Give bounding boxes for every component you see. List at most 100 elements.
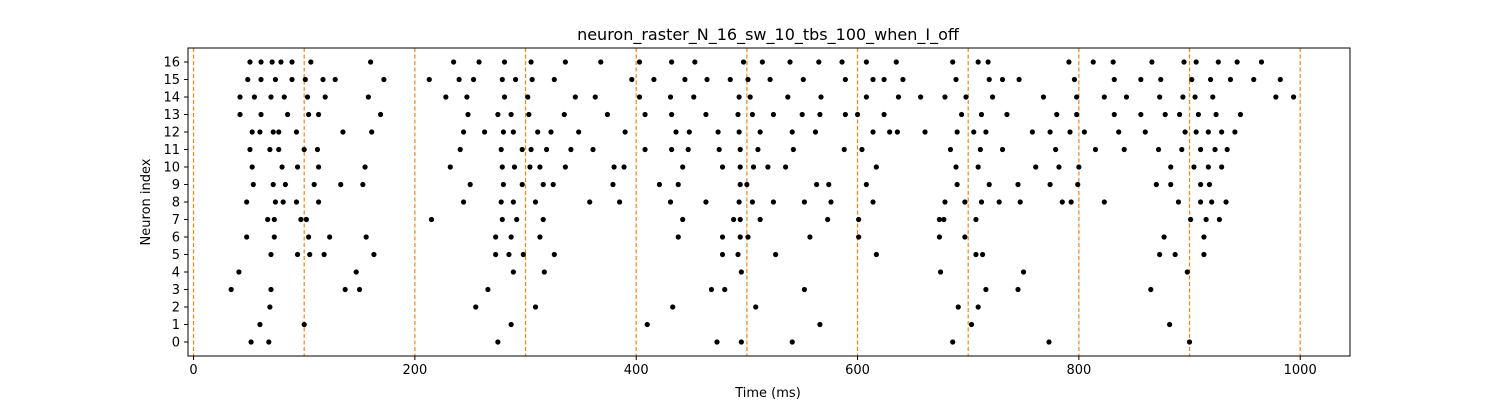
spike-n16-28 xyxy=(1110,59,1116,65)
spike-n15-37 xyxy=(1227,76,1234,83)
spike-n1-0 xyxy=(257,321,263,328)
spike-n7-13 xyxy=(856,216,862,223)
spike-n10-27 xyxy=(1205,164,1211,170)
spike-n11-14 xyxy=(685,146,691,153)
spike-n9-25 xyxy=(1168,181,1174,188)
spike-n8-10 xyxy=(617,199,623,205)
spike-n9-6 xyxy=(467,181,473,188)
spike-n8-12 xyxy=(703,199,709,205)
spike-n15-28 xyxy=(986,76,992,83)
spike-n10-20 xyxy=(953,164,959,170)
spike-n9-14 xyxy=(737,181,743,188)
spike-n16-27 xyxy=(1090,59,1096,65)
spike-n9-2 xyxy=(282,181,288,188)
spike-n8-22 xyxy=(996,199,1002,205)
spike-n11-22 xyxy=(977,146,983,153)
spike-n15-34 xyxy=(1158,76,1164,83)
spike-n15-23 xyxy=(842,76,848,83)
spike-n12-25 xyxy=(922,129,928,135)
spike-n7-11 xyxy=(757,216,763,223)
spike-n8-9 xyxy=(587,199,593,205)
spike-n9-17 xyxy=(826,181,832,188)
spike-n14-17 xyxy=(747,94,753,100)
y-tick-label-1: 1 xyxy=(172,318,180,333)
spike-n16-25 xyxy=(985,59,991,65)
spike-n9-3 xyxy=(311,181,317,188)
spike-n5-2 xyxy=(307,251,313,258)
spike-n12-0 xyxy=(249,129,255,135)
spike-n6-1 xyxy=(271,234,277,240)
spike-n14-2 xyxy=(268,94,274,100)
spike-n9-0 xyxy=(250,181,256,188)
spike-n12-39 xyxy=(1232,129,1238,135)
spike-n7-19 xyxy=(1216,216,1223,223)
spike-n5-8 xyxy=(551,251,557,258)
spike-n12-14 xyxy=(622,129,628,135)
spike-n16-2 xyxy=(269,59,275,65)
spike-n6-16 xyxy=(1161,234,1167,240)
spike-n0-4 xyxy=(738,339,744,345)
spike-n14-31 xyxy=(1180,94,1186,100)
spike-n13-33 xyxy=(1213,111,1219,118)
spike-n10-24 xyxy=(1076,164,1082,170)
spike-n16-31 xyxy=(1193,59,1199,65)
spike-n15-3 xyxy=(289,76,295,83)
spike-n16-33 xyxy=(1234,59,1240,65)
spike-n13-9 xyxy=(526,111,532,118)
spike-n14-6 xyxy=(365,94,371,100)
spike-n15-15 xyxy=(629,76,635,83)
spike-n16-7 xyxy=(451,59,457,65)
spike-n7-9 xyxy=(730,216,737,223)
spike-n3-8 xyxy=(983,286,989,293)
spike-n6-14 xyxy=(936,234,943,240)
spike-n10-2 xyxy=(294,164,301,170)
spike-n11-23 xyxy=(999,146,1006,153)
spike-n5-3 xyxy=(321,251,327,258)
spike-n12-37 xyxy=(1205,129,1211,135)
spike-n2-1 xyxy=(473,304,479,310)
spike-n15-26 xyxy=(900,76,906,83)
spike-n14-30 xyxy=(1157,94,1163,100)
spike-n16-14 xyxy=(669,59,675,65)
spike-n1-4 xyxy=(817,321,823,328)
spike-n6-4 xyxy=(363,234,369,240)
spike-n2-2 xyxy=(532,304,539,310)
spike-n12-15 xyxy=(673,129,679,135)
spike-n12-32 xyxy=(1081,129,1087,135)
spike-n15-29 xyxy=(999,76,1006,83)
spike-n10-19 xyxy=(873,164,879,170)
spike-n5-11 xyxy=(773,251,779,258)
spike-n6-7 xyxy=(537,234,543,240)
spike-n11-31 xyxy=(1224,146,1230,153)
spike-n14-20 xyxy=(863,94,869,100)
spike-n7-0 xyxy=(265,216,271,223)
spike-n9-4 xyxy=(338,181,344,188)
y-tick-label-4: 4 xyxy=(172,266,180,281)
spike-n9-23 xyxy=(1075,181,1081,188)
spike-n6-12 xyxy=(807,234,813,240)
spike-n9-9 xyxy=(540,181,546,188)
spike-n13-19 xyxy=(817,111,823,118)
spike-n11-26 xyxy=(1121,146,1127,153)
spike-n4-2 xyxy=(510,269,516,275)
spike-n9-19 xyxy=(954,181,960,188)
spike-n12-35 xyxy=(1182,129,1188,135)
spike-n8-1 xyxy=(272,199,279,205)
y-tick-label-15: 15 xyxy=(163,73,180,88)
spike-n12-12 xyxy=(548,129,554,135)
y-tick-label-6: 6 xyxy=(172,231,180,246)
spike-n5-12 xyxy=(873,251,879,258)
spike-n12-38 xyxy=(1219,129,1225,135)
spike-n13-20 xyxy=(842,111,848,118)
spike-n11-17 xyxy=(755,146,761,153)
spike-n15-16 xyxy=(651,76,657,83)
spike-n12-13 xyxy=(576,129,582,135)
spike-n11-27 xyxy=(1155,146,1162,153)
spike-n14-35 xyxy=(1290,94,1297,100)
spike-n7-15 xyxy=(941,216,947,223)
spike-n13-15 xyxy=(735,111,741,118)
spike-n14-18 xyxy=(785,94,791,100)
y-tick-label-5: 5 xyxy=(172,248,180,263)
spike-n4-6 xyxy=(1020,269,1027,275)
spike-n13-29 xyxy=(1138,111,1144,118)
